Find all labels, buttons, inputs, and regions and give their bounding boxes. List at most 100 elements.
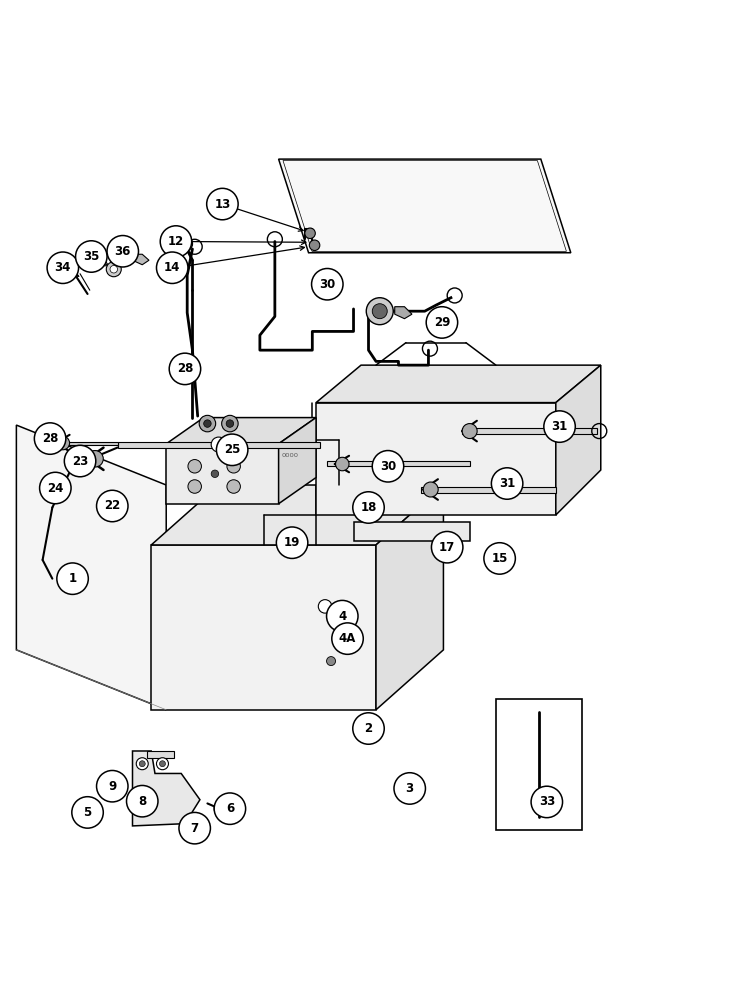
Text: 33: 33 (538, 795, 555, 808)
Text: 23: 23 (72, 455, 88, 468)
Circle shape (426, 307, 458, 338)
Polygon shape (327, 461, 470, 466)
Circle shape (211, 470, 219, 478)
Polygon shape (132, 751, 200, 826)
Circle shape (353, 713, 384, 744)
Text: 7: 7 (190, 822, 199, 835)
Circle shape (309, 240, 320, 251)
Circle shape (423, 482, 438, 497)
Text: 8: 8 (138, 795, 147, 808)
Text: 14: 14 (164, 261, 180, 274)
Circle shape (65, 445, 96, 477)
Text: 31: 31 (551, 420, 568, 433)
Circle shape (335, 457, 349, 471)
Polygon shape (278, 159, 571, 253)
Circle shape (188, 480, 202, 493)
Circle shape (394, 773, 426, 804)
Circle shape (332, 623, 363, 654)
Polygon shape (117, 442, 320, 448)
Polygon shape (166, 444, 278, 504)
Polygon shape (147, 751, 174, 758)
Circle shape (156, 252, 188, 283)
Polygon shape (58, 442, 117, 445)
Circle shape (214, 793, 246, 824)
Circle shape (169, 353, 201, 385)
Circle shape (40, 472, 71, 504)
Text: 2: 2 (365, 722, 372, 735)
Polygon shape (316, 365, 601, 403)
Text: 24: 24 (47, 482, 63, 495)
Circle shape (305, 228, 315, 239)
Text: 19: 19 (284, 536, 300, 549)
Text: 12: 12 (168, 235, 184, 248)
Text: 6: 6 (226, 802, 234, 815)
Circle shape (56, 436, 70, 450)
Circle shape (353, 492, 384, 523)
Text: 22: 22 (104, 499, 120, 512)
Circle shape (204, 420, 211, 427)
Circle shape (214, 802, 228, 815)
Circle shape (199, 415, 216, 432)
Polygon shape (17, 425, 166, 710)
Text: 9: 9 (108, 780, 117, 793)
Circle shape (57, 563, 88, 594)
Polygon shape (151, 545, 376, 710)
Circle shape (222, 415, 238, 432)
Circle shape (207, 188, 238, 220)
Circle shape (193, 821, 207, 834)
Circle shape (110, 265, 117, 273)
Circle shape (156, 758, 168, 770)
Polygon shape (278, 418, 316, 504)
Circle shape (160, 226, 192, 257)
Bar (496, 699, 582, 830)
Circle shape (227, 460, 241, 473)
Text: 30: 30 (319, 278, 335, 291)
Circle shape (126, 785, 158, 817)
Polygon shape (353, 522, 470, 541)
Circle shape (311, 268, 343, 300)
Circle shape (106, 262, 121, 277)
Circle shape (159, 761, 165, 767)
Text: 5: 5 (83, 806, 92, 819)
Polygon shape (151, 485, 444, 545)
Text: 17: 17 (439, 541, 455, 554)
Circle shape (544, 411, 575, 442)
Circle shape (96, 770, 128, 802)
Polygon shape (166, 418, 316, 444)
Text: 31: 31 (499, 477, 515, 490)
Circle shape (211, 437, 226, 452)
Circle shape (86, 451, 103, 467)
Text: 15: 15 (492, 552, 508, 565)
Polygon shape (462, 428, 597, 434)
Circle shape (286, 546, 298, 558)
Polygon shape (395, 307, 412, 319)
Circle shape (362, 506, 372, 516)
Circle shape (96, 490, 128, 522)
Circle shape (462, 424, 478, 439)
Text: 36: 36 (114, 245, 131, 258)
Text: 30: 30 (380, 460, 396, 473)
Circle shape (318, 600, 332, 613)
Text: 35: 35 (83, 250, 99, 263)
Circle shape (71, 797, 103, 828)
Circle shape (136, 758, 148, 770)
Circle shape (75, 241, 107, 272)
Polygon shape (421, 487, 556, 493)
Circle shape (326, 600, 358, 632)
Circle shape (226, 420, 234, 427)
Circle shape (491, 468, 523, 499)
Circle shape (35, 423, 66, 454)
Polygon shape (132, 254, 149, 265)
Text: 28: 28 (42, 432, 58, 445)
Text: 4: 4 (338, 610, 347, 623)
Circle shape (531, 786, 562, 818)
Text: 13: 13 (214, 198, 231, 211)
Text: 18: 18 (360, 501, 377, 514)
Circle shape (276, 527, 308, 558)
Circle shape (227, 480, 241, 493)
Text: 25: 25 (224, 443, 241, 456)
Circle shape (484, 543, 515, 574)
Polygon shape (316, 403, 556, 515)
Circle shape (372, 304, 387, 319)
Text: oooo: oooo (281, 452, 299, 458)
